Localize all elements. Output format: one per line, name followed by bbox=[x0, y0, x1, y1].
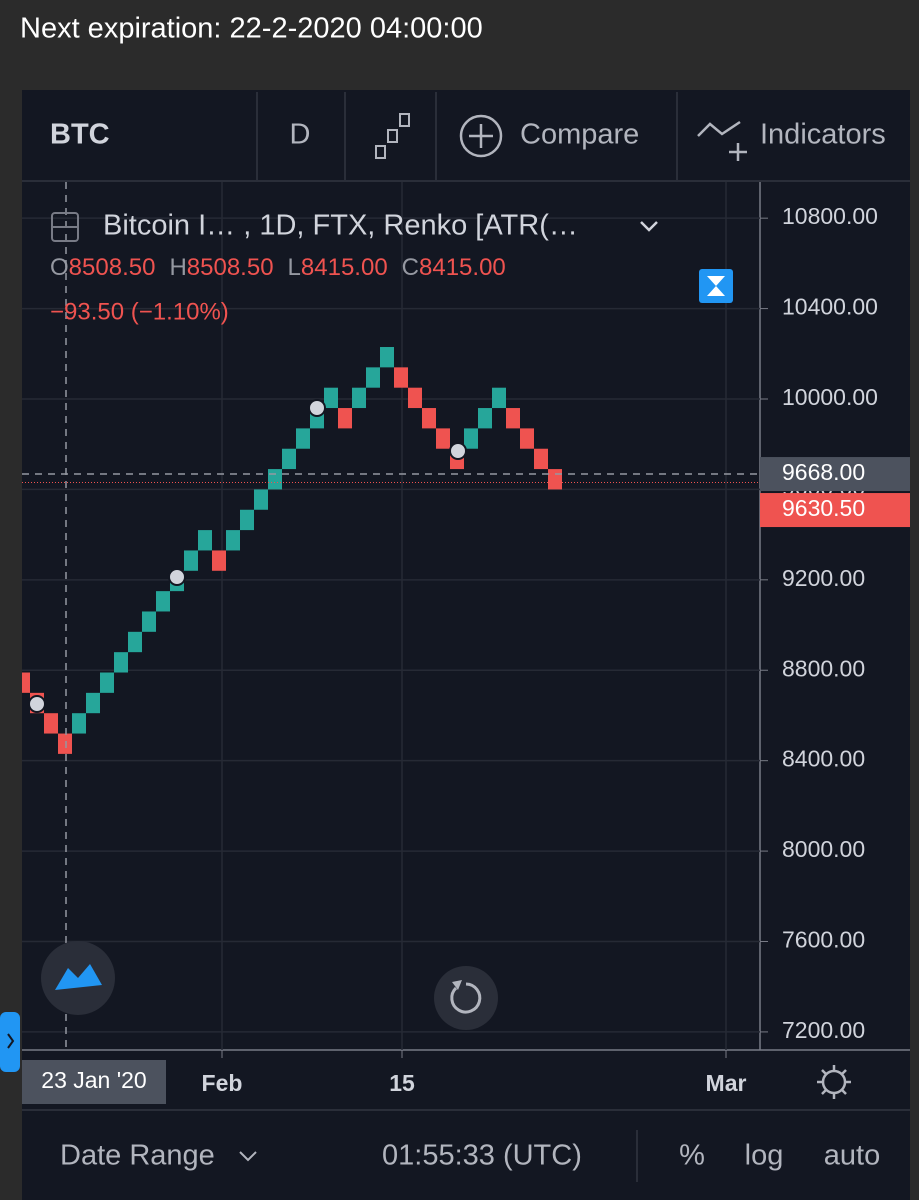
crosshair-price-box bbox=[760, 457, 910, 492]
plot-area: Feb 15 Mar 7200.00 7600.00 8000.00 8400.00 8800… bbox=[22, 182, 910, 1104]
ohlc-value: 8415.00 bbox=[301, 254, 388, 281]
interval[interactable]: D bbox=[290, 119, 311, 151]
event-marker[interactable] bbox=[449, 442, 467, 460]
event-marker[interactable] bbox=[308, 399, 326, 417]
ohlc-value: 8415.00 bbox=[419, 254, 506, 281]
markers bbox=[28, 399, 467, 713]
y-tick-label: 8000.00 bbox=[782, 836, 865, 862]
renko-brick bbox=[142, 611, 156, 632]
y-tick-label: 10000.00 bbox=[782, 384, 878, 410]
renko-brick bbox=[338, 408, 352, 429]
renko-brick bbox=[100, 672, 114, 693]
renko-brick bbox=[22, 672, 30, 693]
renko-brick bbox=[184, 550, 198, 571]
x-tick-label: Feb bbox=[202, 1070, 243, 1096]
renko-brick bbox=[282, 448, 296, 470]
renko-brick bbox=[86, 692, 100, 714]
renko-brick bbox=[506, 408, 520, 429]
gear-tooth bbox=[840, 1088, 847, 1095]
renko-brick bbox=[394, 367, 408, 388]
reset-button[interactable] bbox=[434, 966, 498, 1030]
renko-brick bbox=[226, 530, 240, 551]
renko-brick bbox=[408, 387, 422, 409]
x-tick-label: Mar bbox=[706, 1070, 747, 1096]
settings-gear[interactable] bbox=[817, 1065, 851, 1099]
renko-brick bbox=[198, 530, 212, 551]
date-range-chevron[interactable] bbox=[239, 1151, 257, 1162]
compare-label[interactable]: Compare bbox=[520, 119, 639, 151]
renko-brick bbox=[436, 428, 450, 449]
legend-chevron[interactable] bbox=[640, 221, 658, 232]
y-tick-label: 8800.00 bbox=[782, 655, 865, 681]
renko-brick bbox=[324, 387, 338, 409]
y-tick-label: 10800.00 bbox=[782, 203, 878, 229]
percent-toggle[interactable]: % bbox=[679, 1140, 705, 1172]
ohlc-value: 8508.50 bbox=[69, 254, 156, 281]
renko-brick bbox=[422, 408, 436, 429]
date-range[interactable]: Date Range bbox=[60, 1140, 215, 1172]
event-marker[interactable] bbox=[168, 568, 186, 586]
renko-brick bbox=[58, 733, 72, 754]
event-marker[interactable] bbox=[28, 695, 46, 713]
renko-brick bbox=[534, 448, 548, 470]
crosshair-date-box bbox=[22, 1060, 166, 1104]
y-tick-label: 8400.00 bbox=[782, 746, 865, 772]
renko-brick bbox=[212, 550, 226, 571]
renko-brick bbox=[240, 509, 254, 531]
renko-brick bbox=[72, 713, 86, 734]
y-tick-label: 9200.00 bbox=[782, 565, 865, 591]
renko-brick bbox=[44, 713, 58, 734]
crosshair-date-label: 23 Jan '20 bbox=[41, 1067, 146, 1093]
renko-brick bbox=[352, 387, 366, 409]
tv-logo[interactable] bbox=[41, 941, 115, 1015]
renko-brick bbox=[254, 489, 268, 510]
renko-brick bbox=[296, 428, 310, 449]
y-tick-label: 7600.00 bbox=[782, 927, 865, 953]
change-text: −93.50 (−1.10%) bbox=[50, 298, 229, 325]
y-tick-label: 7200.00 bbox=[782, 1017, 865, 1043]
last-price-box bbox=[760, 493, 910, 528]
auto-toggle[interactable]: auto bbox=[824, 1140, 880, 1172]
compare-button[interactable]: Compare bbox=[459, 114, 639, 158]
toggle-arrow bbox=[7, 1033, 15, 1049]
renko-brick bbox=[492, 387, 506, 409]
crosshair-price-label: 9668.00 bbox=[782, 459, 865, 485]
ohlc-label: O bbox=[50, 254, 69, 281]
ohlc-label: H bbox=[169, 254, 186, 281]
renko-brick bbox=[114, 652, 128, 673]
last-price-label: 9630.50 bbox=[782, 495, 865, 521]
ohlc-value: 8508.50 bbox=[187, 254, 274, 281]
symbol[interactable]: BTC bbox=[50, 119, 110, 151]
chart-type-icon[interactable] bbox=[375, 113, 410, 159]
countdown-icon[interactable] bbox=[699, 269, 733, 303]
y-tick-label: 10400.00 bbox=[782, 294, 878, 320]
ohlc-values: O8508.50 H8508.50 L8415.00 C8415.00 bbox=[50, 254, 506, 281]
clock: 01:55:33 (UTC) bbox=[382, 1140, 582, 1172]
renko-brick bbox=[128, 631, 142, 653]
side-panel-toggle[interactable] bbox=[0, 1012, 20, 1072]
indicators-label[interactable]: Indicators bbox=[760, 119, 886, 151]
ohlc-label: C bbox=[402, 254, 419, 281]
bricks bbox=[22, 347, 562, 754]
expiration-text: Next expiration: 22-2-2020 04:00:00 bbox=[20, 13, 483, 45]
renko-brick bbox=[464, 428, 478, 449]
renko-brick bbox=[366, 367, 380, 388]
gear-tooth bbox=[840, 1069, 847, 1076]
indicators-button[interactable]: Indicators bbox=[697, 119, 886, 161]
renko-brick bbox=[548, 469, 562, 490]
series-title: Bitcoin I… , 1D, FTX, Renko [ATR(… bbox=[103, 210, 578, 242]
renko-brick bbox=[268, 469, 282, 490]
ohlc-label: L bbox=[288, 254, 301, 281]
gear-tooth bbox=[821, 1088, 828, 1095]
log-toggle[interactable]: log bbox=[745, 1140, 784, 1172]
renko-brick bbox=[520, 428, 534, 449]
gear-tooth bbox=[821, 1069, 828, 1076]
x-tick-label: 15 bbox=[389, 1070, 415, 1096]
renko-brick bbox=[478, 408, 492, 429]
renko-brick bbox=[380, 347, 394, 368]
legend: Bitcoin I… , 1D, FTX, Renko [ATR(… O8508… bbox=[50, 210, 733, 325]
renko-brick bbox=[156, 591, 170, 612]
